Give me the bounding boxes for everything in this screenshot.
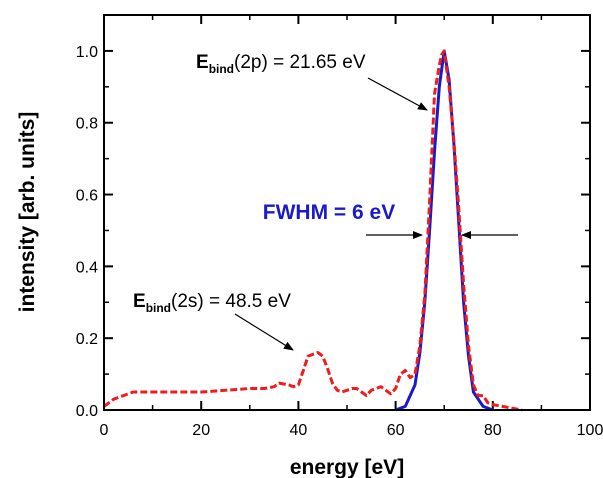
svg-text:Ebind(2p) = 21.65 eV: Ebind(2p) = 21.65 eV (196, 52, 366, 76)
y-axis-title: intensity [arb. units] (16, 112, 39, 313)
x-axis-title: energy [eV] (290, 456, 404, 478)
plot-frame (103, 14, 591, 411)
annotation-2p-suffix: (2p) = 21.65 eV (234, 52, 366, 73)
y-tick-label: 0.4 (76, 259, 98, 276)
y-tick-label: 0.0 (76, 403, 98, 420)
annotation-2s-arrow (234, 313, 294, 351)
dashed-series-line (103, 49, 523, 412)
x-tick-label: 20 (192, 422, 210, 439)
x-tick-label: 0 (100, 422, 109, 439)
y-tick-label: 0.6 (76, 188, 98, 205)
x-tick-label: 80 (484, 422, 502, 439)
annotation-2s-prefix: E (133, 291, 146, 312)
x-tick-label: 60 (387, 422, 405, 439)
fwhm-label: FWHM = 6 eV (263, 201, 395, 224)
annotation-fwhm: FWHM = 6 eV (263, 201, 518, 239)
svg-text:Ebind(2s) = 48.5 eV: Ebind(2s) = 48.5 eV (133, 291, 291, 315)
annotation-2s-sub: bind (146, 301, 171, 315)
annotation-2p-arrow (367, 77, 428, 111)
tick-labels: 0 20 40 60 80 100 0.0 0.2 0.4 0.6 0.8 1.0 (76, 44, 603, 439)
y-tick-label: 0.2 (76, 331, 98, 348)
annotation-2p-prefix: E (196, 52, 209, 73)
y-tick-label: 1.0 (76, 44, 98, 61)
x-tick-label: 40 (290, 422, 308, 439)
annotation-2s-suffix: (2s) = 48.5 eV (171, 291, 291, 312)
x-tick-label: 100 (577, 422, 603, 439)
y-tick-label: 0.8 (76, 116, 98, 133)
annotation-2p: Ebind(2p) = 21.65 eV (196, 52, 428, 111)
annotation-2p-sub: bind (209, 62, 234, 76)
solid-series-line (395, 49, 494, 412)
series-lines (103, 49, 523, 412)
annotation-2s: Ebind(2s) = 48.5 eV (133, 291, 294, 351)
